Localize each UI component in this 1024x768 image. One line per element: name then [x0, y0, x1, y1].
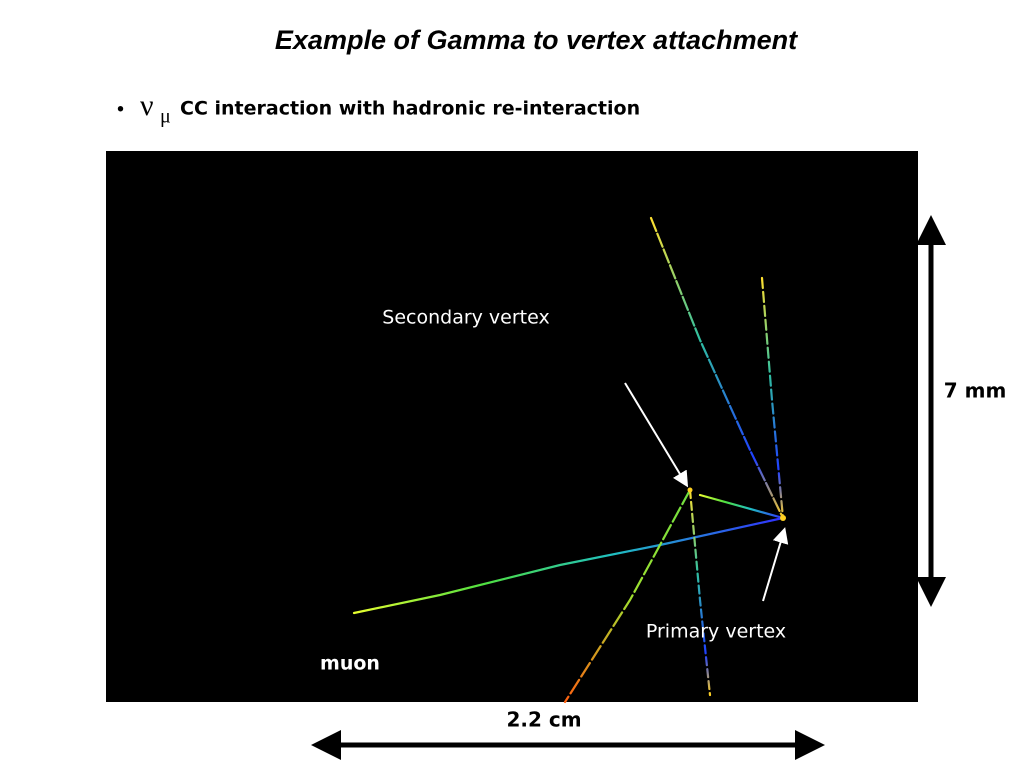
neutrino-arrowhead	[827, 544, 852, 563]
slide-title: Example of Gamma to vertex attachment	[275, 25, 798, 55]
muon-track	[352, 516, 785, 615]
muon-label: muon	[320, 653, 380, 675]
track	[760, 276, 785, 520]
track	[688, 488, 712, 697]
primary-vertex	[780, 515, 786, 521]
pointer-arrow	[624, 382, 689, 488]
event-display	[106, 151, 918, 702]
bullet-text: CC interaction with hadronic re-interact…	[180, 98, 640, 120]
height-label: 7 mm	[944, 379, 1007, 403]
track	[698, 493, 785, 520]
primary-vertex-label: Primary vertex	[646, 621, 786, 643]
secondary-vertex	[687, 487, 693, 493]
bullet-subscript: μ	[160, 106, 171, 128]
bullet-symbol: ν	[140, 89, 154, 122]
neutrino-arrow	[844, 551, 892, 582]
track	[563, 488, 692, 704]
secondary-vertex-label: Secondary vertex	[382, 307, 549, 329]
neutrino-label: ν	[858, 487, 877, 533]
pointer-arrow	[762, 527, 789, 602]
tracks	[352, 216, 786, 704]
width-label: 2.2 cm	[506, 708, 581, 732]
bullet-dot: •	[117, 98, 124, 120]
track	[649, 216, 785, 520]
